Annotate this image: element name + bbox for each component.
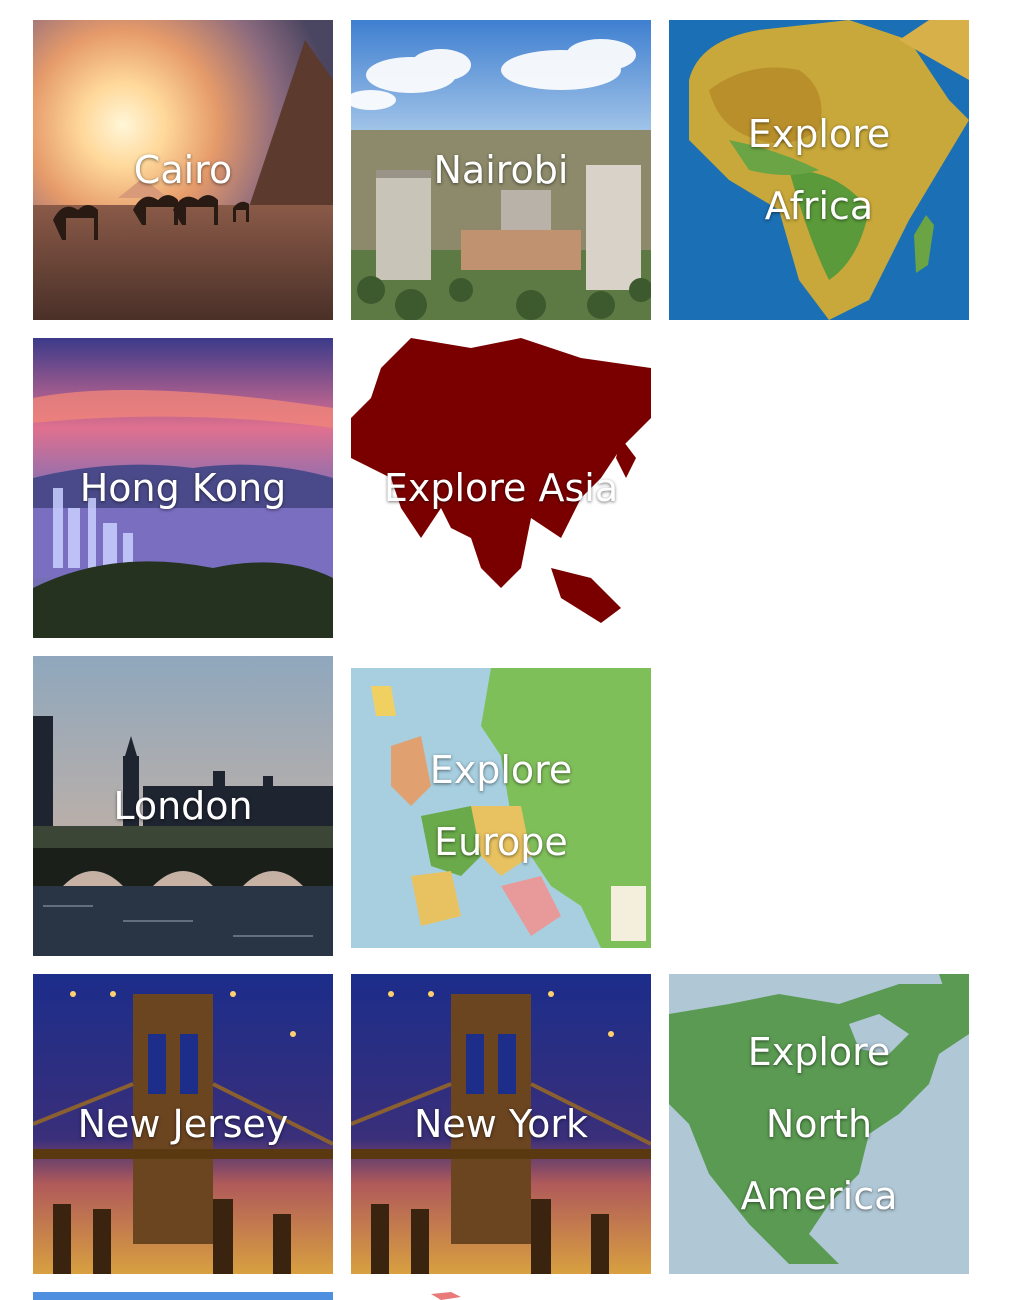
tile-hong-kong-label: Hong Kong: [79, 466, 287, 510]
tile-asia-label: Explore Asia: [383, 466, 619, 510]
tile-london[interactable]: London: [33, 656, 333, 956]
tile-cairo-label: Cairo: [133, 148, 233, 192]
europe-line2: Europe: [434, 820, 568, 864]
tile-london-label: London: [113, 784, 253, 828]
africa-line1: Explore: [747, 112, 891, 156]
namerica-line2: North: [765, 1102, 873, 1146]
tile-partial-next-row-1[interactable]: [33, 1292, 333, 1300]
new-jersey-image: [33, 974, 333, 1274]
partial-tile-image: [33, 1292, 333, 1300]
north-america-map-image: [669, 974, 969, 1274]
tile-north-america-label: Explore North America: [669, 974, 969, 1274]
cairo-image: [33, 20, 333, 320]
tile-explore-north-america[interactable]: Explore North America: [669, 974, 969, 1274]
tile-new-york-label: New York: [413, 1102, 588, 1146]
tile-explore-asia[interactable]: Explore Asia: [351, 338, 651, 638]
europe-map-image: [351, 656, 651, 956]
partial-tile-image: [351, 1292, 651, 1300]
tile-cairo[interactable]: Cairo: [33, 20, 333, 320]
tile-nairobi[interactable]: Nairobi: [351, 20, 651, 320]
tile-africa-label: Explore Africa: [669, 20, 969, 320]
asia-map-image: [351, 338, 651, 638]
tile-nairobi-label: Nairobi: [433, 148, 569, 192]
africa-line2: Africa: [764, 184, 874, 228]
tile-hong-kong[interactable]: Hong Kong: [33, 338, 333, 638]
africa-map-image: [669, 20, 969, 320]
tile-explore-europe[interactable]: Explore Europe: [351, 656, 651, 956]
namerica-line1: Explore: [747, 1030, 891, 1074]
europe-line1: Explore: [429, 748, 573, 792]
nairobi-image: [351, 20, 651, 320]
tile-new-jersey-label: New Jersey: [77, 1102, 289, 1146]
tile-partial-next-row-2[interactable]: [351, 1292, 651, 1300]
new-york-image: [351, 974, 651, 1274]
tile-europe-label: Explore Europe: [351, 656, 651, 956]
london-image: [33, 656, 333, 956]
tile-new-jersey[interactable]: New Jersey: [33, 974, 333, 1274]
namerica-line3: America: [740, 1174, 898, 1218]
tile-new-york[interactable]: New York: [351, 974, 651, 1274]
hong-kong-image: [33, 338, 333, 638]
tile-explore-africa[interactable]: Explore Africa: [669, 20, 969, 320]
